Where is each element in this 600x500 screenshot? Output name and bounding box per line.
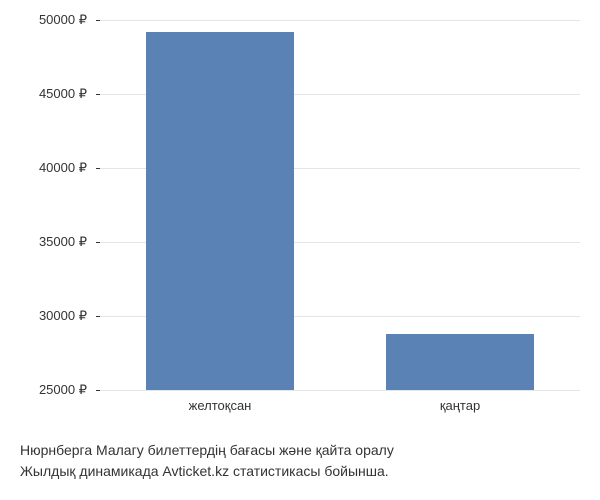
y-tick-label: 40000 ₽ xyxy=(39,160,87,176)
bar xyxy=(146,32,295,390)
x-tick-label: желтоқсан xyxy=(189,398,252,413)
bar xyxy=(386,334,535,390)
chart-container: 25000 ₽30000 ₽35000 ₽40000 ₽45000 ₽50000… xyxy=(20,20,580,420)
grid-line xyxy=(100,20,580,21)
x-axis-labels: желтоқсан қаңтар xyxy=(100,398,580,418)
y-tick-label: 50000 ₽ xyxy=(39,12,87,28)
y-axis: 25000 ₽30000 ₽35000 ₽40000 ₽45000 ₽50000… xyxy=(20,20,95,390)
y-tick-label: 35000 ₽ xyxy=(39,234,87,250)
caption-line-1: Нюрнберга Малагу билеттердің бағасы және… xyxy=(20,440,580,461)
y-tick-label: 25000 ₽ xyxy=(39,382,87,398)
caption-line-2: Жылдық динамикада Avticket.kz статистика… xyxy=(20,461,580,482)
plot-area xyxy=(100,20,580,390)
x-tick-label: қаңтар xyxy=(440,398,480,413)
grid-line xyxy=(100,390,580,391)
chart-caption: Нюрнберга Малагу билеттердің бағасы және… xyxy=(20,440,580,482)
y-tick-label: 45000 ₽ xyxy=(39,86,87,102)
y-tick-label: 30000 ₽ xyxy=(39,308,87,324)
